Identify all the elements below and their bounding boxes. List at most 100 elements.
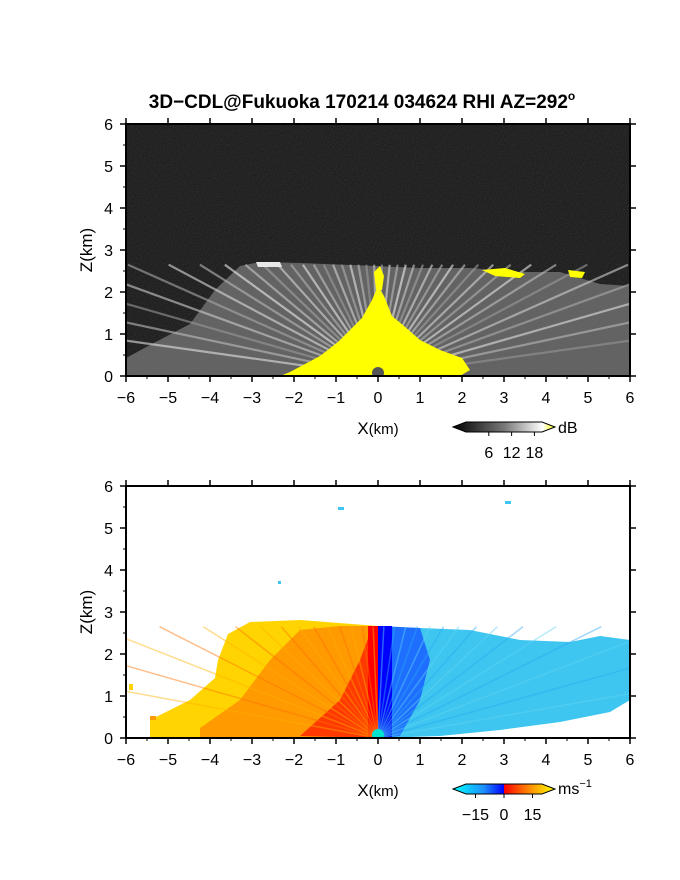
velocity-colorbar: −15 0 15 ms−1 bbox=[451, 778, 592, 824]
velocity-ray bbox=[326, 626, 379, 738]
intensity-top-edge-white bbox=[256, 262, 282, 267]
velocity-ray bbox=[350, 626, 379, 738]
intensity-colorbar: 6 12 18 dB bbox=[451, 420, 578, 462]
velocity-ray bbox=[126, 664, 379, 738]
intensity-top-edge-yellow bbox=[482, 268, 525, 278]
velocity-x-tick-label: 1 bbox=[416, 752, 425, 769]
velocity-x-tick-label: 4 bbox=[542, 752, 551, 769]
velocity-speck bbox=[505, 501, 511, 504]
velocity-x-tick-label: −6 bbox=[117, 752, 135, 769]
velocity-ray bbox=[313, 626, 379, 738]
velocity-ray bbox=[377, 626, 478, 738]
velocity-ray bbox=[361, 626, 379, 738]
intensity-y-ticks: 0 1 2 3 4 5 6 bbox=[104, 117, 636, 386]
velocity-ray bbox=[377, 626, 419, 738]
velocity-colorbar-ticks: −15 0 15 bbox=[462, 794, 542, 824]
velocity-colorbar-tick-label: −15 bbox=[462, 807, 489, 824]
instrument-marker bbox=[372, 367, 384, 376]
intensity-y-tick-label: 2 bbox=[104, 285, 113, 302]
velocity-colorbar-tick-label: 0 bbox=[500, 807, 509, 824]
intensity-top-edge-yellow-2 bbox=[568, 270, 585, 278]
velocity-y-tick-label: 4 bbox=[104, 563, 113, 580]
velocity-y-tick-label: 1 bbox=[104, 689, 113, 706]
velocity-colorbar-tick-label: 15 bbox=[524, 807, 542, 824]
velocity-speck bbox=[338, 507, 344, 510]
intensity-y-tick-label: 0 bbox=[104, 369, 113, 386]
velocity-ray bbox=[126, 690, 379, 738]
intensity-x-tick-label: −4 bbox=[201, 390, 219, 407]
velocity-x-ticks: −6 −5 −4 −3 −2 −1 0 1 2 3 4 5 6 bbox=[117, 480, 635, 769]
intensity-colorbar-tick-label: 18 bbox=[526, 445, 544, 462]
velocity-x-tick-label: 5 bbox=[584, 752, 593, 769]
intensity-x-tick-label: 2 bbox=[458, 390, 467, 407]
intensity-xlabel: X(km) bbox=[357, 419, 398, 438]
velocity-speck bbox=[129, 684, 133, 690]
velocity-x-tick-label: −5 bbox=[159, 752, 177, 769]
intensity-colorbar-unit: dB bbox=[558, 420, 578, 437]
intensity-core-top-spike bbox=[374, 266, 384, 290]
velocity-y-tick-label: 2 bbox=[104, 647, 113, 664]
velocity-positive-core bbox=[368, 626, 378, 738]
velocity-ray bbox=[297, 626, 379, 738]
velocity-ray bbox=[235, 626, 379, 738]
velocity-ylabel: Z(km) bbox=[77, 590, 96, 634]
velocity-ray bbox=[377, 626, 498, 738]
velocity-ray bbox=[260, 626, 379, 738]
velocity-ray bbox=[377, 626, 460, 738]
velocity-y-ticks: 0 1 2 3 4 5 6 bbox=[104, 479, 636, 748]
velocity-y-tick-label: 6 bbox=[104, 479, 113, 496]
velocity-colorbar-unit: ms−1 bbox=[558, 778, 592, 798]
velocity-ray bbox=[372, 626, 379, 738]
velocity-y-tick-label: 3 bbox=[104, 605, 113, 622]
intensity-x-tick-label: 5 bbox=[584, 390, 593, 407]
velocity-colorbar-bar bbox=[451, 783, 557, 795]
velocity-ray bbox=[377, 626, 557, 738]
velocity-x-tick-label: −2 bbox=[285, 752, 303, 769]
intensity-x-tick-label: 0 bbox=[374, 390, 383, 407]
velocity-ray bbox=[338, 626, 379, 738]
velocity-x-tick-label: 2 bbox=[458, 752, 467, 769]
velocity-rays bbox=[126, 626, 630, 738]
intensity-x-tick-label: 3 bbox=[500, 390, 509, 407]
velocity-x-tick-label: 3 bbox=[500, 752, 509, 769]
velocity-ray bbox=[377, 626, 431, 738]
velocity-ray bbox=[159, 626, 379, 738]
velocity-ray bbox=[280, 626, 379, 738]
velocity-ray bbox=[202, 626, 379, 738]
intensity-x-tick-label: 4 bbox=[542, 390, 551, 407]
velocity-x-tick-label: −1 bbox=[327, 752, 345, 769]
velocity-ray bbox=[377, 667, 630, 738]
intensity-y-tick-label: 6 bbox=[104, 117, 113, 134]
intensity-x-tick-label: 1 bbox=[416, 390, 425, 407]
intensity-x-tick-label: −1 bbox=[327, 390, 345, 407]
velocity-ray bbox=[377, 640, 630, 738]
velocity-positive-region-inner bbox=[300, 626, 378, 738]
intensity-colorbar-tick-label: 12 bbox=[503, 445, 521, 462]
velocity-ray bbox=[377, 626, 602, 738]
velocity-xlabel: X(km) bbox=[357, 781, 398, 800]
velocity-speck bbox=[278, 581, 281, 584]
velocity-x-tick-label: −3 bbox=[243, 752, 261, 769]
intensity-y-tick-label: 4 bbox=[104, 201, 113, 218]
velocity-y-tick-label: 0 bbox=[104, 731, 113, 748]
velocity-ray bbox=[377, 626, 524, 738]
velocity-ray bbox=[377, 626, 445, 738]
intensity-x-tick-label: −5 bbox=[159, 390, 177, 407]
intensity-y-tick-label: 1 bbox=[104, 327, 113, 344]
velocity-ray bbox=[126, 637, 379, 738]
intensity-core bbox=[280, 286, 470, 376]
velocity-ray bbox=[377, 626, 385, 738]
velocity-y-tick-label: 5 bbox=[104, 521, 113, 538]
intensity-x-tick-label: −2 bbox=[285, 390, 303, 407]
velocity-negative-region-outer bbox=[378, 626, 630, 738]
velocity-ray bbox=[377, 692, 630, 738]
velocity-speck bbox=[150, 716, 156, 720]
velocity-ray bbox=[377, 626, 396, 738]
velocity-negative-core bbox=[378, 626, 392, 738]
intensity-colorbar-tick-label: 6 bbox=[484, 445, 493, 462]
intensity-x-tick-label: −6 bbox=[117, 390, 135, 407]
velocity-x-tick-label: 6 bbox=[626, 752, 635, 769]
